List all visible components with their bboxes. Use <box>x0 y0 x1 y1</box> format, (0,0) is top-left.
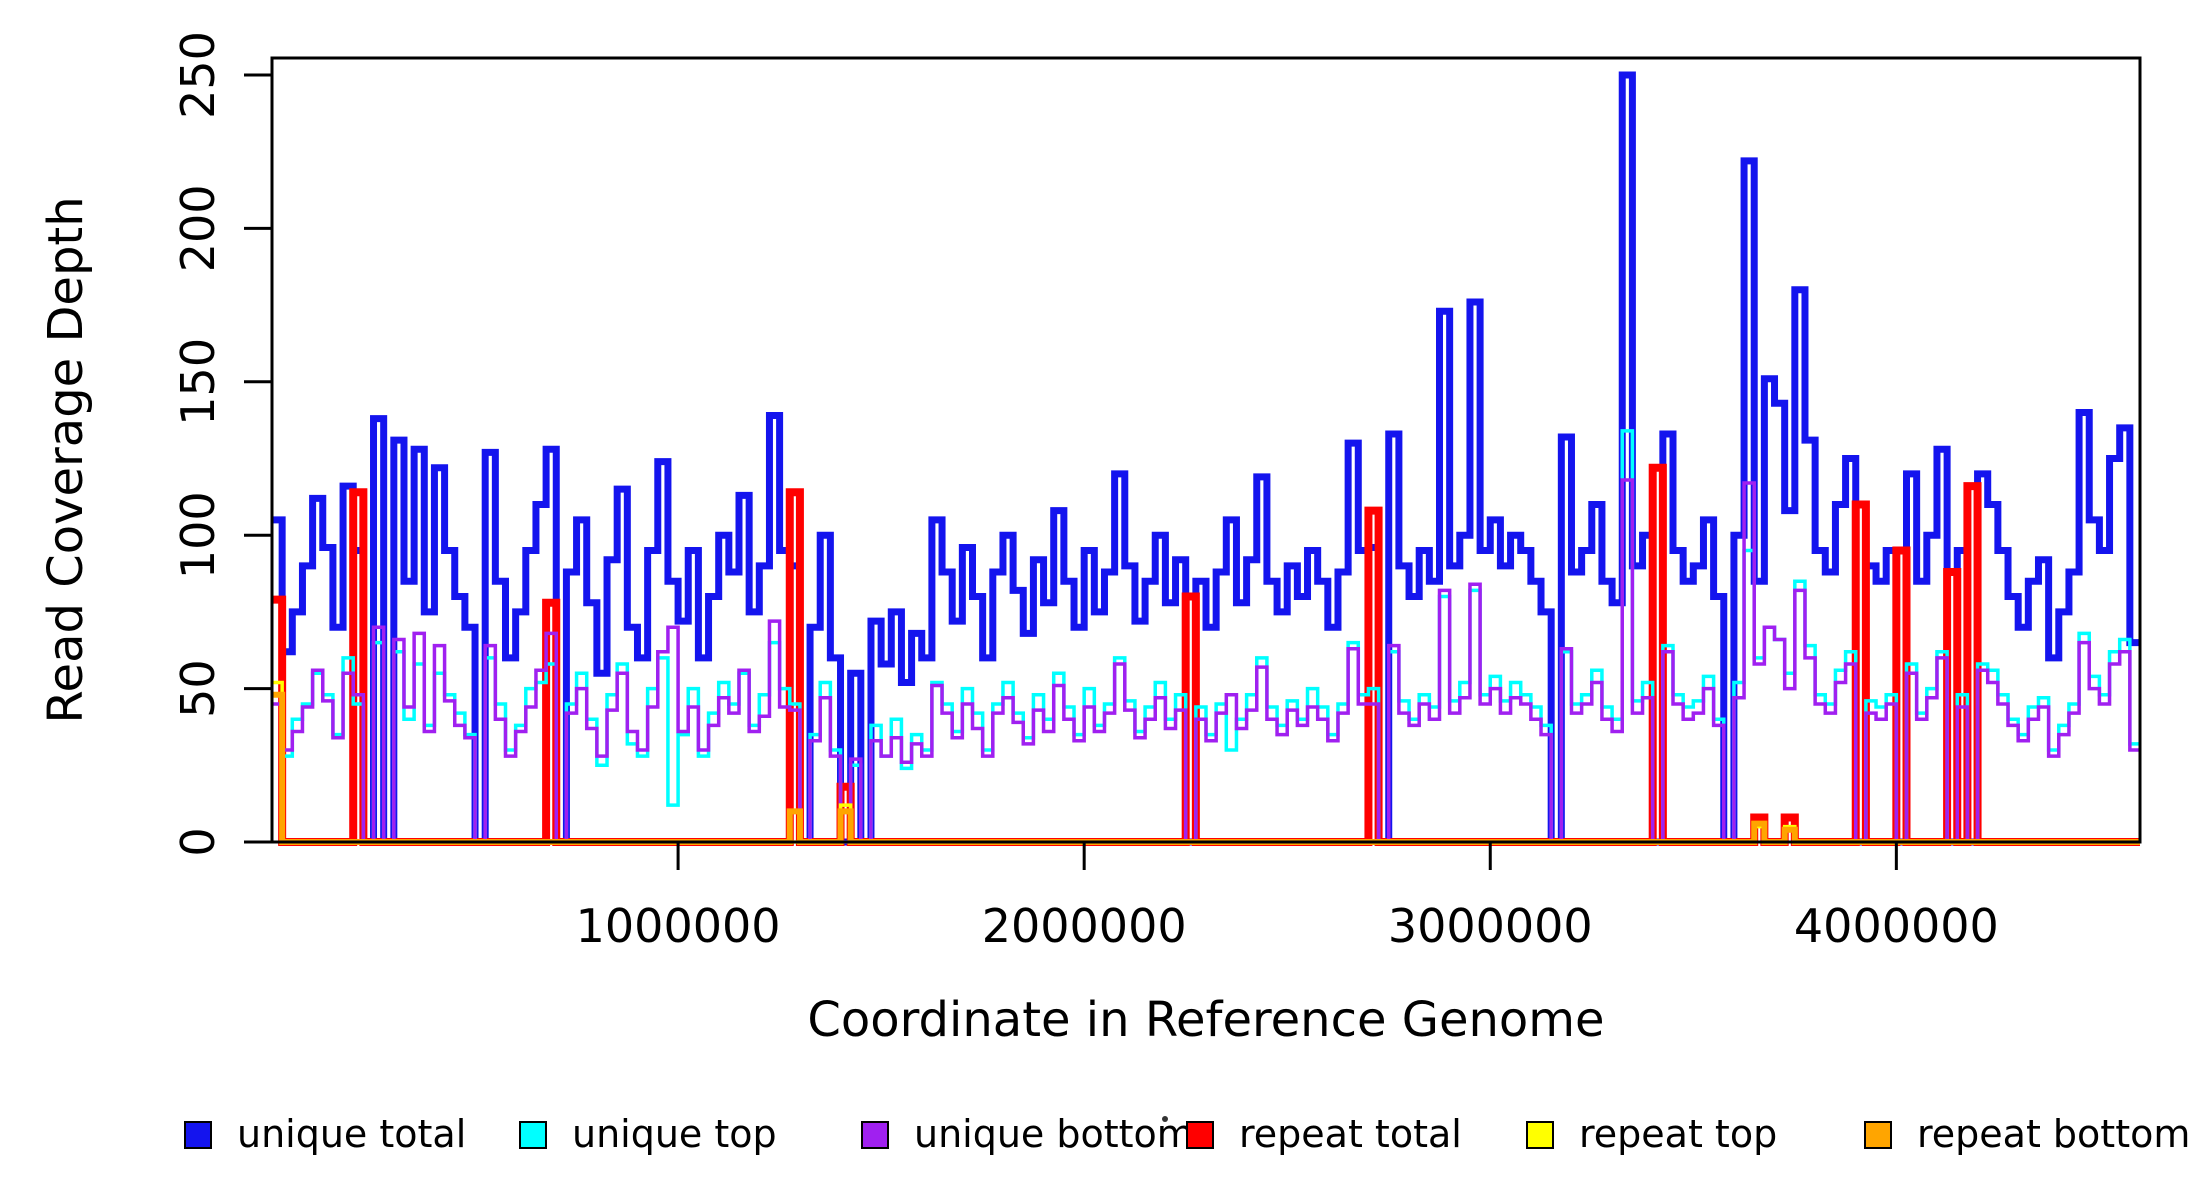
x-tick-label: 4000000 <box>1794 899 1999 953</box>
legend-swatch-repeat-bottom-icon <box>1864 1121 1892 1149</box>
legend-label: unique top <box>572 1112 777 1156</box>
series-unique-top-path <box>272 429 2140 844</box>
legend-swatch-repeat-total-icon <box>1186 1121 1214 1149</box>
legend-swatch-unique-total-icon <box>184 1121 212 1149</box>
x-tick-label: 2000000 <box>982 899 1187 953</box>
legend-label: unique bottom <box>914 1112 1194 1156</box>
y-tick-label: 100 <box>171 491 225 579</box>
x-tick-label: 1000000 <box>576 899 781 953</box>
series-repeat-total-path <box>272 463 2140 846</box>
x-axis-title: Coordinate in Reference Genome <box>807 992 1604 1048</box>
x-axis: 1000000 2000000 3000000 4000000 <box>576 842 1999 953</box>
legend-label: unique total <box>237 1112 466 1156</box>
legend-swatch-unique-bottom-icon <box>861 1121 889 1149</box>
legend-item-repeat-total: repeat total <box>1186 1112 1462 1156</box>
legend-swatch-unique-top-icon <box>519 1121 547 1149</box>
y-tick-label: 50 <box>171 659 225 718</box>
legend-label: repeat total <box>1239 1112 1462 1156</box>
legend-label: repeat top <box>1579 1112 1777 1156</box>
legend-item-unique-top: unique top <box>519 1112 777 1156</box>
legend-item-unique-total: unique total <box>184 1112 466 1156</box>
legend-label: repeat bottom <box>1917 1112 2190 1156</box>
legend: unique total unique top unique bottom repea… <box>184 1112 2190 1156</box>
legend-item-repeat-top: repeat top <box>1526 1112 1777 1156</box>
y-tick-label: 200 <box>171 184 225 272</box>
y-tick-label: 150 <box>171 338 225 426</box>
y-axis: 0 50 100 150 200 250 <box>171 31 272 857</box>
y-axis-title: Read Coverage Depth <box>38 196 94 723</box>
x-tick-label: 3000000 <box>1388 899 1593 953</box>
legend-item-unique-bottom: unique bottom <box>861 1112 1194 1156</box>
legend-item-repeat-bottom: repeat bottom <box>1864 1112 2190 1156</box>
y-tick-label: 0 <box>171 827 225 856</box>
series-unique-total-path <box>272 71 2140 846</box>
stray-dot <box>1162 1116 1168 1122</box>
legend-swatch-repeat-top-icon <box>1526 1121 1554 1149</box>
series-unique-bottom-path <box>272 478 2140 844</box>
plot-border <box>270 56 2142 844</box>
series-layer <box>272 71 2140 846</box>
y-tick-label: 250 <box>171 31 225 119</box>
